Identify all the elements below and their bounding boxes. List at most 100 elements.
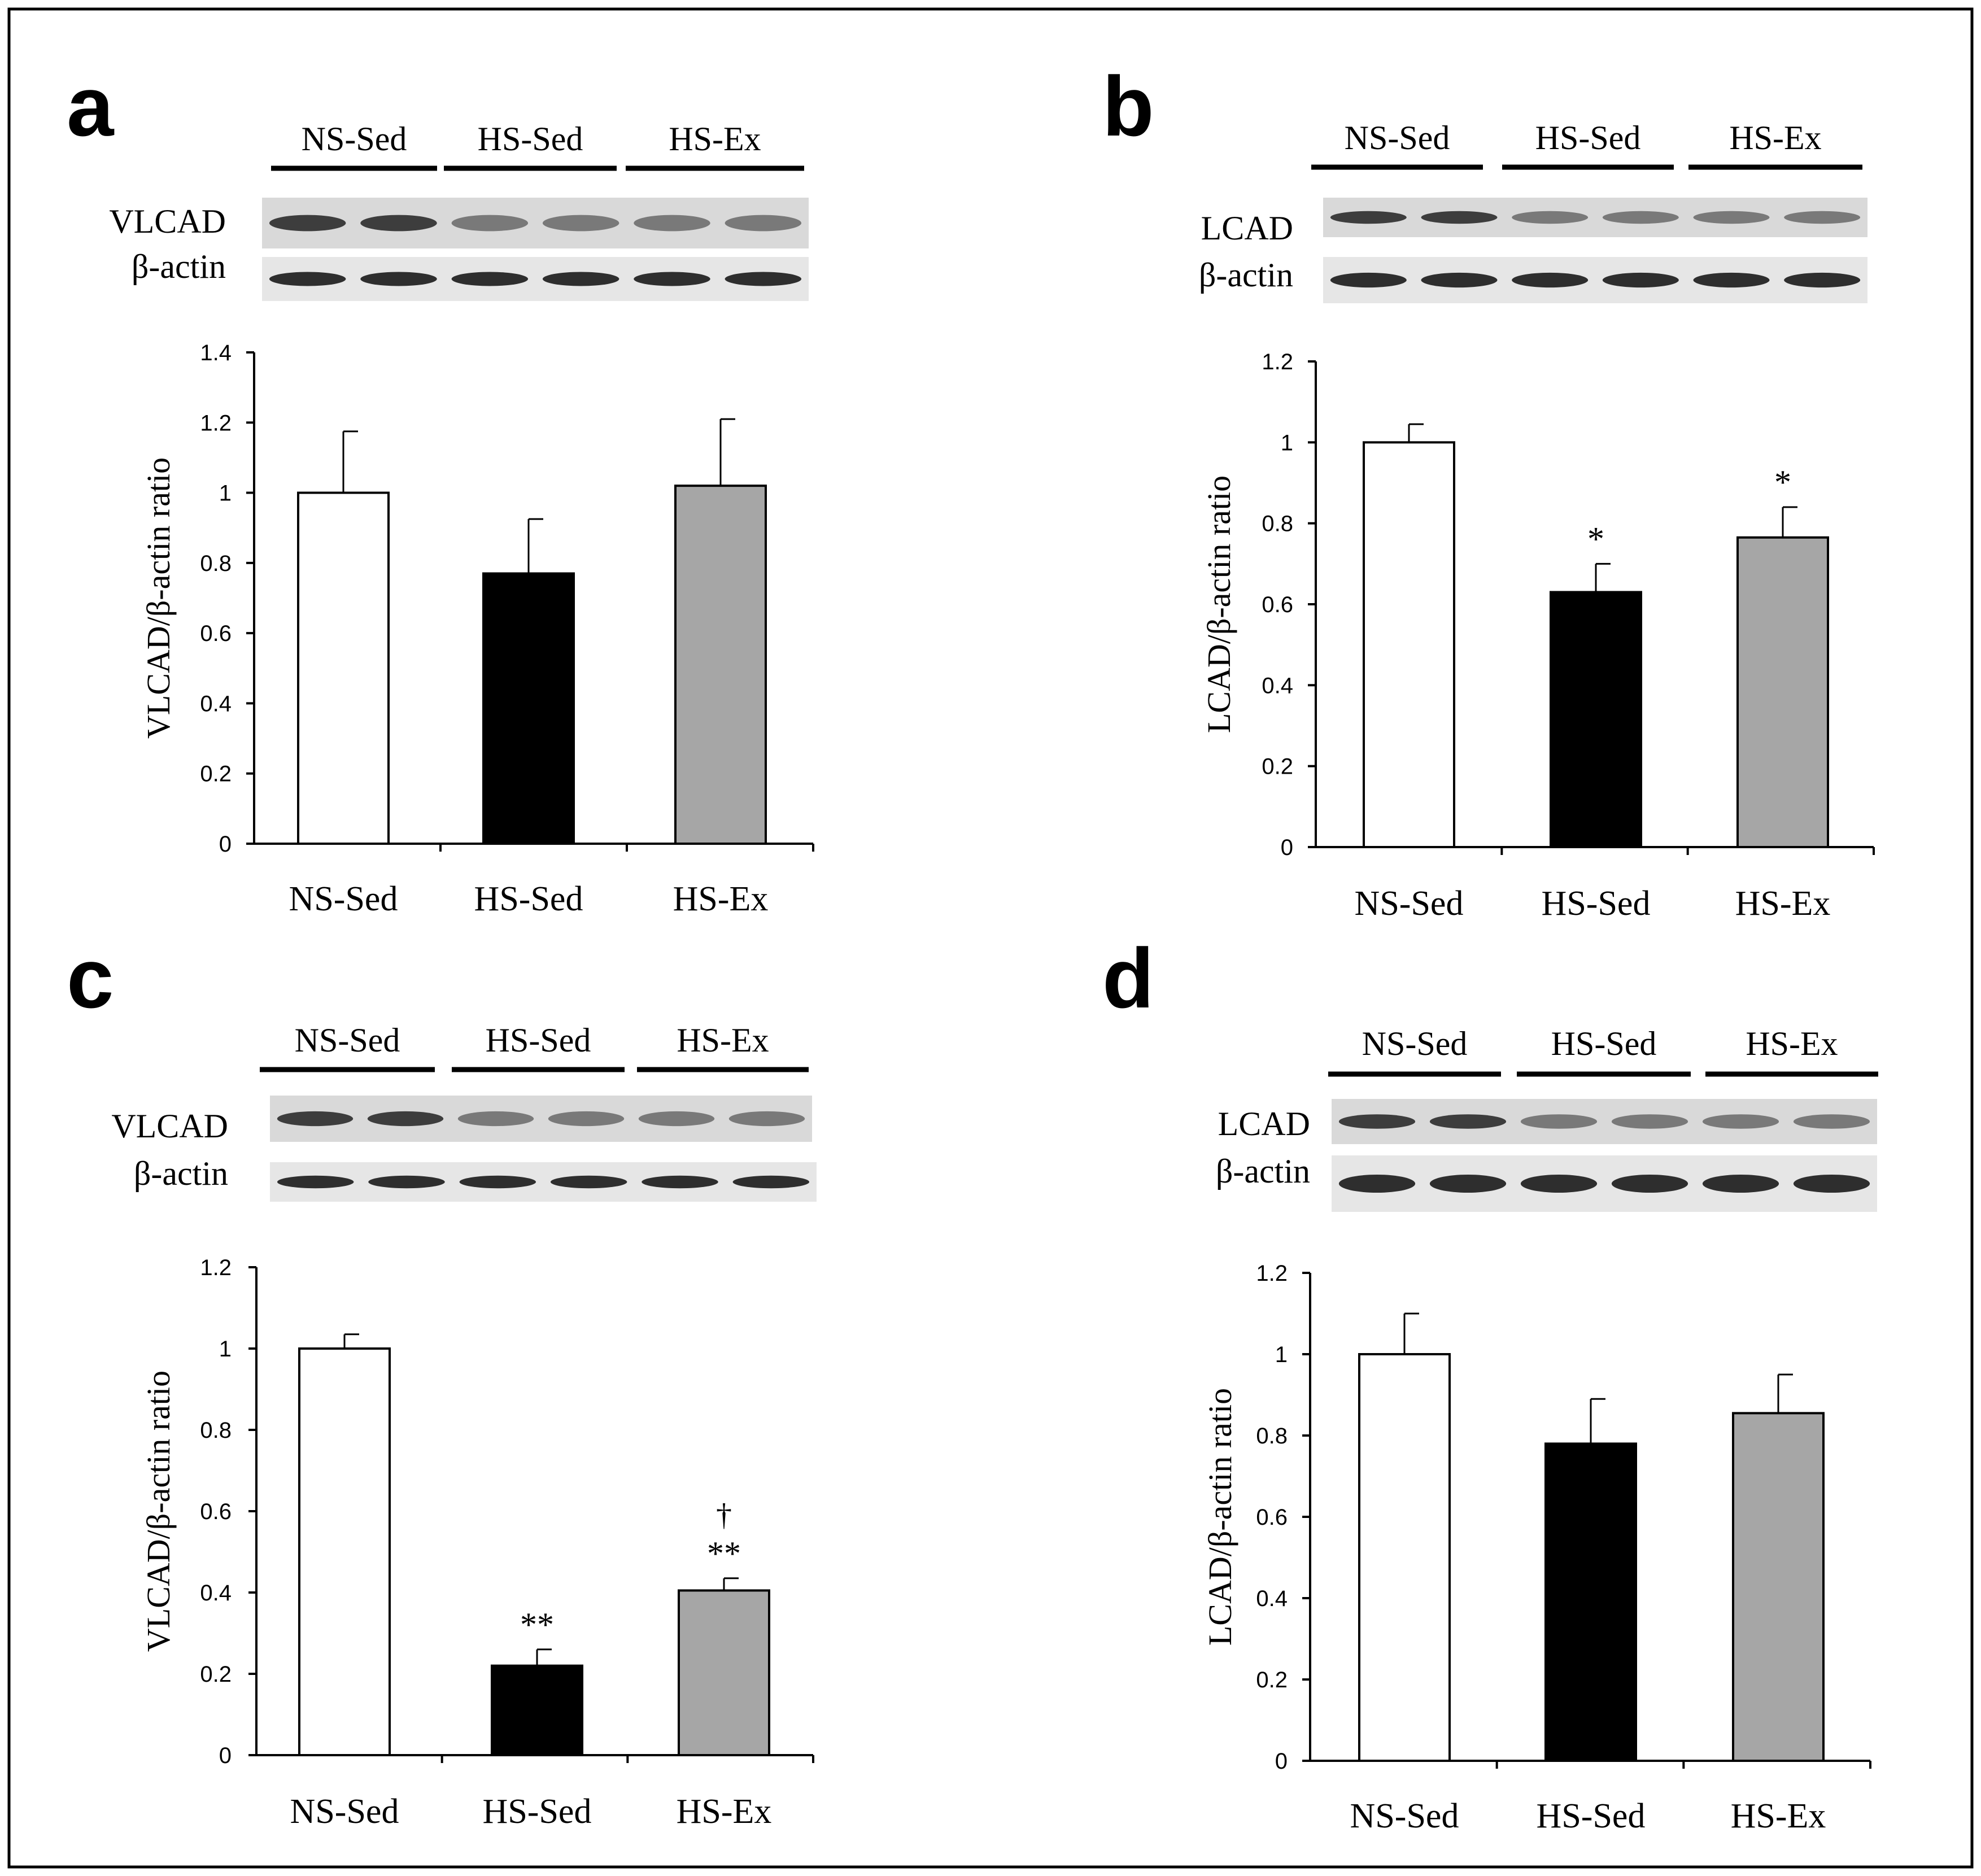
blot-band — [360, 215, 437, 232]
bar-hs-ex — [674, 485, 767, 845]
x-tick-label: HS-Ex — [677, 1792, 772, 1831]
blot-band — [1520, 1114, 1598, 1129]
x-tick-label: HS-Ex — [1735, 884, 1831, 923]
blot-band — [1429, 1114, 1507, 1129]
blot-group-label: NS-Sed — [302, 120, 407, 158]
blot-group-label: HS-Ex — [677, 1022, 769, 1059]
blot-band — [1330, 211, 1407, 224]
panel-letter-b: b — [1102, 59, 1154, 154]
blot-band — [1421, 211, 1498, 224]
y-tick-label: 0.6 — [200, 1499, 232, 1524]
blot-strip-target — [270, 1096, 812, 1142]
y-tick-label: 1 — [219, 1337, 232, 1362]
y-tick-label: 0.2 — [1256, 1668, 1288, 1692]
blot-band — [728, 1111, 805, 1127]
blot-strip-actin — [1332, 1155, 1877, 1212]
blot-band — [459, 1175, 536, 1189]
blot-band — [1702, 1114, 1779, 1129]
blot-band — [1611, 1114, 1688, 1129]
significance-mark: * — [1587, 520, 1604, 557]
y-axis-label: LCAD/β-actin ratio — [1201, 475, 1237, 733]
blot-strip-actin — [270, 1162, 817, 1202]
blot-band — [368, 1175, 445, 1189]
y-tick-label: 0.4 — [200, 691, 232, 716]
blot-row-label: LCAD — [1218, 1105, 1310, 1142]
bar-hs-ex — [1732, 1412, 1825, 1762]
significance-mark: ** — [520, 1606, 554, 1643]
y-tick-label: 0 — [219, 832, 232, 857]
blot-band — [1793, 1114, 1870, 1129]
blot-band — [277, 1111, 354, 1127]
blot-band — [269, 272, 346, 286]
blot-row-label: β-actin — [1199, 256, 1293, 294]
blot-strip-actin — [262, 257, 809, 301]
blot-group-label: HS-Sed — [1551, 1025, 1657, 1062]
y-tick-label: 1 — [219, 481, 232, 506]
blot-band — [725, 215, 802, 232]
blot-band — [725, 272, 802, 286]
y-tick-label: 1.2 — [200, 1255, 232, 1280]
significance-mark: * — [1774, 464, 1791, 501]
y-tick-label: 0.6 — [1256, 1505, 1288, 1530]
y-tick-label: 0 — [219, 1743, 232, 1768]
bar-hs-sed — [491, 1664, 583, 1757]
bar-ns-sed — [298, 1347, 391, 1756]
y-tick-label: 0.4 — [200, 1581, 232, 1605]
blot-group-label: HS-Sed — [486, 1022, 591, 1059]
blot-strip-actin — [1323, 257, 1867, 303]
blot-band — [277, 1175, 354, 1189]
blot-band — [634, 272, 710, 286]
panel-letter-a: a — [67, 59, 115, 154]
bar-ns-sed — [297, 491, 390, 845]
blot-strip-target — [262, 198, 809, 248]
blot-group-label: NS-Sed — [1345, 119, 1450, 156]
blot-row-label: β-actin — [132, 248, 226, 285]
blot-band — [1338, 1175, 1416, 1193]
blot-band — [457, 1111, 534, 1127]
blot-row-label: β-actin — [134, 1155, 228, 1192]
x-tick-label: NS-Sed — [290, 1792, 399, 1831]
panel-d: d NS-Sed HS-Sed HS-Ex LCAD β-actin 0 0.2 0.4 0.6 0… — [1102, 931, 1878, 1835]
blot-band — [634, 215, 710, 232]
blot-band — [1602, 211, 1679, 224]
panel-b: b NS-Sed HS-Sed HS-Ex LCAD β-actin 0 0.2 0.4 0.6 0… — [1102, 59, 1875, 923]
panel-a: a NS-Sed HS-Sed HS-Ex VLCAD β-actin 0 0.2 0.4 0.6… — [67, 59, 814, 918]
blot-group-label: HS-Ex — [669, 120, 761, 158]
blot-band — [1520, 1175, 1598, 1193]
blot-group-label: NS-Sed — [295, 1022, 400, 1059]
blot-band — [732, 1175, 810, 1189]
x-tick-label: HS-Ex — [1731, 1797, 1826, 1835]
y-tick-label: 1.2 — [1262, 350, 1293, 374]
significance-mark: ** — [707, 1535, 741, 1572]
y-tick-label: 1 — [1275, 1342, 1288, 1367]
blot-group-label: HS-Sed — [1535, 119, 1641, 156]
y-tick-label: 0.4 — [1256, 1586, 1288, 1611]
y-tick-label: 0.8 — [200, 1418, 232, 1443]
bar-hs-sed — [482, 572, 575, 845]
significance-mark-secondary: † — [716, 1498, 732, 1533]
blot-band — [451, 272, 529, 286]
y-axis-label: VLCAD/β-actin ratio — [140, 457, 177, 739]
y-tick-label: 1.4 — [200, 341, 232, 365]
blot-band — [1512, 211, 1589, 224]
blot-band — [1338, 1114, 1416, 1129]
blot-band — [451, 215, 529, 232]
x-tick-label: HS-Sed — [1537, 1797, 1646, 1835]
blot-group-label: HS-Ex — [1746, 1025, 1838, 1062]
blot-band — [1512, 272, 1589, 288]
x-tick-label: HS-Sed — [483, 1792, 592, 1831]
y-axis-label: VLCAD/β-actin ratio — [140, 1371, 177, 1652]
y-axis-label: LCAD/β-actin ratio — [1202, 1388, 1238, 1646]
blot-row-label: VLCAD — [111, 1107, 228, 1145]
blot-band — [1693, 211, 1770, 224]
blot-band — [1421, 272, 1498, 288]
blot-band — [1611, 1175, 1688, 1193]
bar-hs-ex — [1736, 536, 1829, 848]
blot-band — [542, 215, 619, 232]
blot-band — [1784, 272, 1861, 288]
blot-band — [1793, 1175, 1870, 1193]
y-tick-label: 0.2 — [200, 1662, 232, 1687]
y-tick-label: 0.8 — [1256, 1424, 1288, 1449]
panel-c: c NS-Sed HS-Sed HS-Ex VLCAD β-actin 0 0.2 0.4 0.6… — [67, 931, 817, 1831]
